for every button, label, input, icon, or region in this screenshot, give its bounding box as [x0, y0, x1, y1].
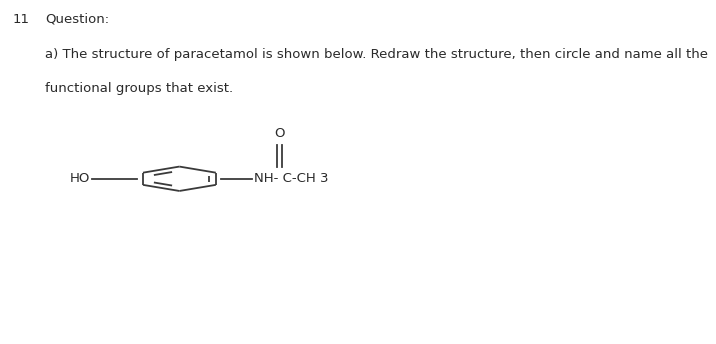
Text: a) The structure of paracetamol is shown below. Redraw the structure, then circl: a) The structure of paracetamol is shown…: [45, 49, 708, 62]
Text: functional groups that exist.: functional groups that exist.: [45, 82, 233, 95]
Text: NH- C-CH 3: NH- C-CH 3: [254, 172, 329, 185]
Text: HO: HO: [70, 172, 90, 185]
Text: 11: 11: [13, 13, 30, 26]
Text: Question:: Question:: [45, 13, 109, 26]
Text: O: O: [274, 127, 284, 140]
